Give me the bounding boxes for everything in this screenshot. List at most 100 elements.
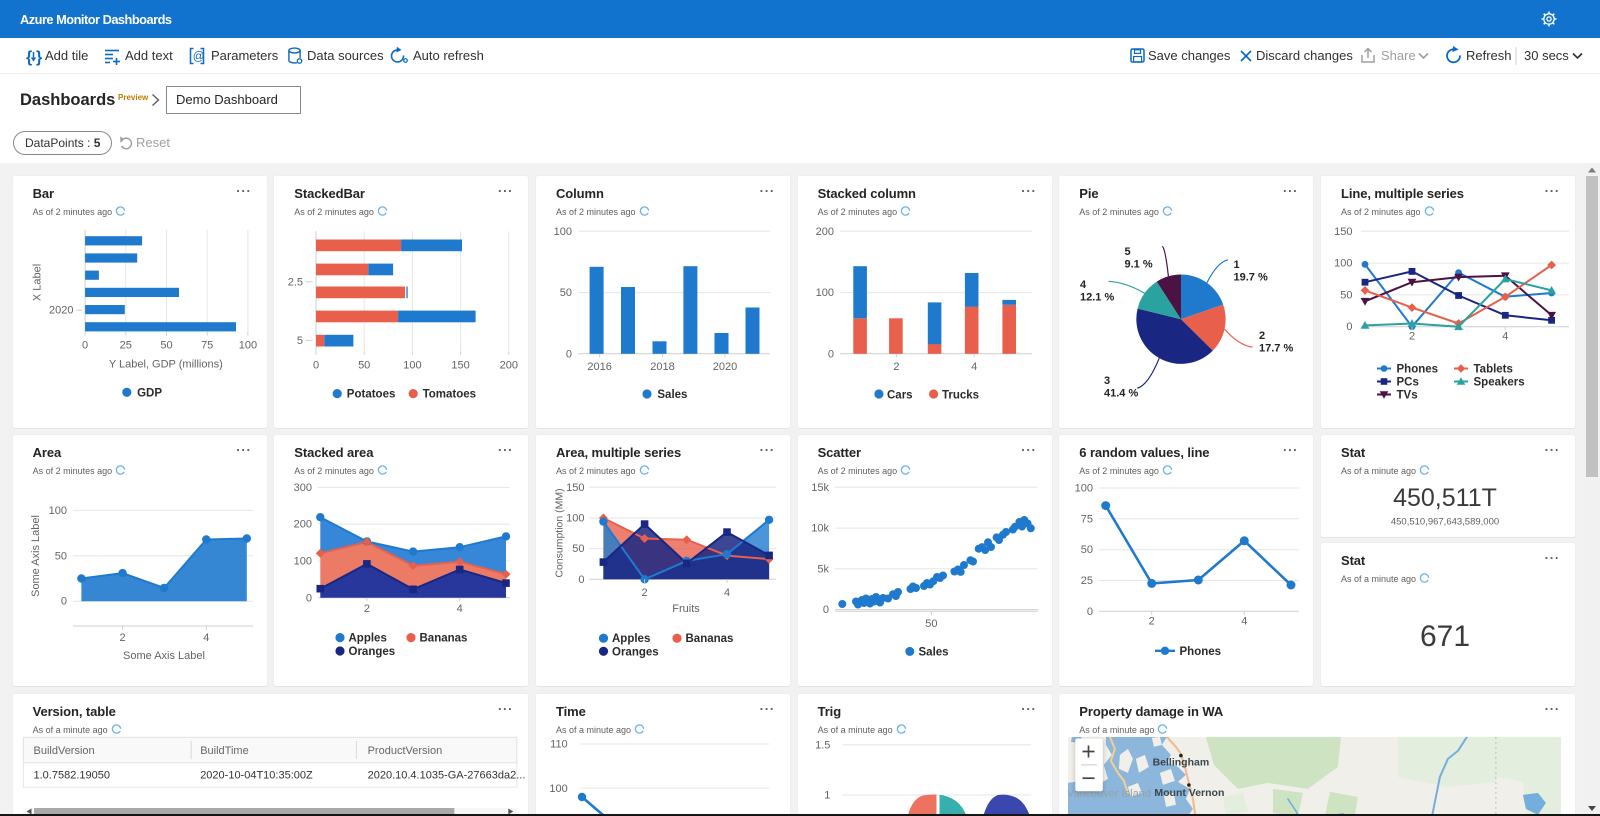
- svg-text:Fruits: Fruits: [672, 603, 700, 615]
- svg-text:300: 300: [294, 482, 312, 494]
- svg-text:2020-10-04T10:35:00Z: 2020-10-04T10:35:00Z: [200, 770, 313, 782]
- svg-text:4: 4: [724, 587, 730, 599]
- svg-text:17.7 %: 17.7 %: [1259, 343, 1293, 355]
- svg-text:PCs: PCs: [1397, 377, 1419, 389]
- svg-text:200: 200: [500, 359, 518, 371]
- svg-text:100: 100: [48, 505, 66, 517]
- svg-text:2020: 2020: [49, 305, 73, 317]
- svg-text:0: 0: [1087, 606, 1093, 618]
- svg-text:2020: 2020: [713, 361, 737, 373]
- svg-text:100: 100: [1334, 258, 1352, 270]
- svg-text:100: 100: [294, 556, 312, 568]
- svg-text:Tablets: Tablets: [1474, 364, 1513, 376]
- svg-text:2: 2: [893, 361, 899, 373]
- svg-text:4: 4: [457, 603, 463, 615]
- svg-text:2.5: 2.5: [288, 277, 303, 289]
- svg-text:5k: 5k: [817, 563, 829, 575]
- svg-text:10k: 10k: [811, 523, 829, 535]
- svg-text:4: 4: [971, 361, 977, 373]
- svg-text:ProductVersion: ProductVersion: [367, 745, 442, 757]
- svg-text:0: 0: [822, 604, 828, 616]
- svg-text:110: 110: [550, 739, 568, 751]
- svg-text:0: 0: [578, 574, 584, 586]
- svg-text:Sales: Sales: [657, 389, 687, 401]
- svg-text:0: 0: [827, 348, 833, 360]
- svg-text:200: 200: [815, 226, 833, 238]
- svg-text:GDP: GDP: [137, 387, 162, 399]
- svg-text:25: 25: [119, 340, 131, 352]
- svg-text:100: 100: [238, 340, 256, 352]
- svg-text:50: 50: [1340, 289, 1352, 301]
- svg-text:100: 100: [404, 359, 422, 371]
- svg-text:15k: 15k: [811, 482, 829, 494]
- svg-text:2: 2: [364, 603, 370, 615]
- svg-text:2020.10.4.1035-GA-27663da2...: 2020.10.4.1035-GA-27663da2...: [367, 770, 525, 782]
- svg-text:TVs: TVs: [1397, 390, 1418, 402]
- svg-text:0: 0: [60, 596, 66, 608]
- svg-text:50: 50: [54, 550, 66, 562]
- svg-text:0: 0: [313, 359, 319, 371]
- svg-text:1.0.7582.19050: 1.0.7582.19050: [33, 770, 109, 782]
- svg-text:3: 3: [1104, 375, 1110, 387]
- svg-text:75: 75: [1081, 513, 1093, 525]
- svg-text:75: 75: [201, 340, 213, 352]
- svg-text:1: 1: [824, 790, 830, 802]
- svg-text:Trucks: Trucks: [942, 390, 979, 402]
- svg-text:Oranges: Oranges: [349, 646, 396, 658]
- svg-text:2016: 2016: [587, 361, 611, 373]
- svg-text:Sales: Sales: [918, 646, 948, 658]
- svg-text:50: 50: [572, 543, 584, 555]
- svg-text:Oranges: Oranges: [612, 646, 659, 658]
- svg-text:100: 100: [1075, 483, 1093, 495]
- svg-text:Mount Vernon: Mount Vernon: [1155, 787, 1225, 799]
- svg-text:Y Label, GDP (millions): Y Label, GDP (millions): [108, 359, 222, 371]
- svg-text:50: 50: [1081, 544, 1093, 556]
- svg-text:41.4 %: 41.4 %: [1104, 388, 1138, 400]
- svg-text:Some Axis Label: Some Axis Label: [123, 650, 205, 662]
- svg-text:BuildVersion: BuildVersion: [33, 745, 94, 757]
- svg-text:9.1 %: 9.1 %: [1125, 259, 1153, 271]
- svg-text:@: @: [193, 51, 205, 63]
- svg-text:150: 150: [1334, 226, 1352, 238]
- svg-text:}: }: [36, 49, 42, 66]
- svg-text:19.7 %: 19.7 %: [1234, 272, 1268, 284]
- svg-text:4: 4: [1242, 615, 1248, 627]
- svg-text:Tomatoes: Tomatoes: [423, 389, 476, 401]
- svg-text:671: 671: [1420, 620, 1470, 653]
- svg-text:Bananas: Bananas: [420, 633, 468, 645]
- svg-text:0: 0: [1346, 321, 1352, 333]
- svg-text:25: 25: [1081, 575, 1093, 587]
- svg-text:2018: 2018: [650, 361, 674, 373]
- svg-text:150: 150: [566, 482, 584, 494]
- svg-text:12.1 %: 12.1 %: [1080, 292, 1114, 304]
- svg-text:2: 2: [119, 632, 125, 644]
- svg-text:Phones: Phones: [1180, 646, 1222, 658]
- svg-text:100: 100: [815, 287, 833, 299]
- svg-text:Apples: Apples: [612, 633, 650, 645]
- svg-text:0: 0: [82, 340, 88, 352]
- svg-text:50: 50: [925, 618, 937, 630]
- svg-text:Bellingham: Bellingham: [1153, 756, 1210, 768]
- svg-text:Cars: Cars: [887, 390, 913, 402]
- svg-text:0: 0: [566, 348, 572, 360]
- svg-text:450,511T: 450,511T: [1393, 484, 1497, 512]
- svg-text:5: 5: [297, 335, 303, 347]
- svg-text:4: 4: [1080, 279, 1087, 291]
- svg-text:Speakers: Speakers: [1474, 377, 1525, 389]
- svg-text:2: 2: [1149, 615, 1155, 627]
- svg-text:100: 100: [549, 783, 567, 795]
- svg-text:2: 2: [642, 587, 648, 599]
- svg-text:150: 150: [452, 359, 470, 371]
- svg-text:1: 1: [1234, 259, 1240, 271]
- svg-text:450,510,967,643,589,000: 450,510,967,643,589,000: [1391, 517, 1499, 528]
- svg-text:Apples: Apples: [349, 633, 387, 645]
- svg-text:4: 4: [203, 632, 209, 644]
- svg-text:50: 50: [160, 340, 172, 352]
- svg-text:1.5: 1.5: [815, 740, 830, 752]
- svg-text:Phones: Phones: [1397, 364, 1439, 376]
- svg-text:2: 2: [1259, 330, 1265, 342]
- svg-text:BuildTime: BuildTime: [200, 745, 249, 757]
- svg-text:Bananas: Bananas: [686, 633, 734, 645]
- svg-text:X Label: X Label: [31, 264, 43, 301]
- svg-text:100: 100: [554, 226, 572, 238]
